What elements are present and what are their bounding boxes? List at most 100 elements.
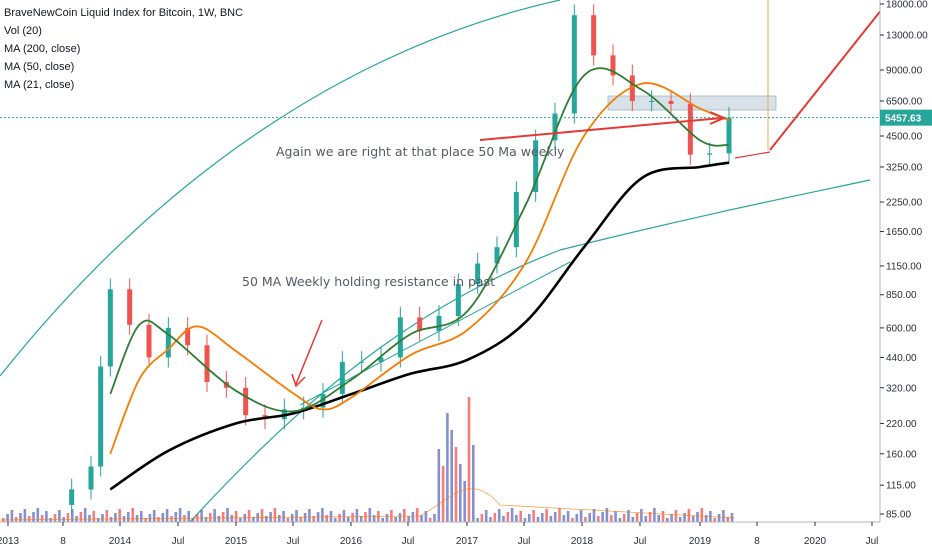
- upper-arc-drawing[interactable]: [0, 0, 561, 377]
- volume-bar[interactable]: [584, 517, 587, 522]
- volume-bar[interactable]: [368, 508, 372, 522]
- volume-bar[interactable]: [640, 509, 643, 522]
- volume-bar[interactable]: [265, 516, 268, 522]
- volume-bar[interactable]: [96, 518, 100, 522]
- volume-bar[interactable]: [484, 510, 488, 522]
- volume-bar[interactable]: [644, 516, 648, 522]
- volume-bar[interactable]: [127, 512, 130, 522]
- volume-bar[interactable]: [364, 512, 367, 522]
- volume-bar[interactable]: [118, 509, 121, 522]
- candle-body[interactable]: [475, 263, 481, 285]
- volume-bar[interactable]: [273, 508, 277, 522]
- volume-bar[interactable]: [666, 518, 669, 522]
- ma21-line[interactable]: [109, 67, 730, 413]
- volume-bar[interactable]: [463, 481, 466, 522]
- candle-body[interactable]: [591, 15, 597, 56]
- volume-bar[interactable]: [459, 464, 462, 522]
- candle-body[interactable]: [726, 117, 732, 154]
- legend-item-volume[interactable]: Vol (20): [4, 25, 42, 37]
- volume-bar[interactable]: [575, 514, 579, 522]
- volume-bar[interactable]: [588, 513, 591, 522]
- volume-bar[interactable]: [597, 516, 600, 522]
- legend-item-ma50[interactable]: MA (50, close): [4, 61, 75, 73]
- volume-bar[interactable]: [278, 515, 281, 522]
- volume-bar[interactable]: [204, 517, 208, 522]
- volume-bar[interactable]: [415, 508, 419, 522]
- volume-bar[interactable]: [441, 466, 445, 522]
- candle-body[interactable]: [571, 15, 577, 114]
- volume-bar[interactable]: [221, 512, 225, 522]
- volume-bar[interactable]: [239, 518, 242, 522]
- volume-bar[interactable]: [510, 508, 514, 522]
- candle-body[interactable]: [359, 361, 365, 363]
- volume-bar[interactable]: [661, 511, 665, 522]
- volume-bar[interactable]: [226, 508, 229, 522]
- volume-bar[interactable]: [217, 516, 221, 522]
- volume-bar[interactable]: [476, 518, 479, 522]
- volume-bar[interactable]: [247, 510, 251, 522]
- volume-bar[interactable]: [269, 512, 272, 522]
- volume-bar[interactable]: [562, 515, 566, 522]
- candle-body[interactable]: [243, 387, 249, 416]
- volume-bar[interactable]: [321, 508, 324, 522]
- volume-bar[interactable]: [502, 516, 505, 522]
- volume-bar[interactable]: [49, 518, 52, 522]
- volume-bar[interactable]: [726, 517, 729, 522]
- volume-bar[interactable]: [648, 512, 652, 522]
- volume-bar[interactable]: [528, 514, 531, 522]
- volume-bar[interactable]: [6, 514, 9, 522]
- volume-bar[interactable]: [717, 514, 721, 522]
- volume-bar[interactable]: [140, 511, 143, 522]
- candle-body[interactable]: [146, 324, 152, 358]
- volume-bar[interactable]: [394, 517, 397, 522]
- volume-bar[interactable]: [553, 512, 557, 522]
- candle-body[interactable]: [204, 345, 210, 382]
- volume-bar[interactable]: [260, 509, 264, 522]
- volume-bar[interactable]: [627, 510, 630, 522]
- volume-bar[interactable]: [372, 515, 376, 522]
- volume-bar[interactable]: [32, 512, 35, 522]
- volume-bar[interactable]: [683, 513, 686, 522]
- volume-bar[interactable]: [601, 512, 604, 522]
- candle-body[interactable]: [107, 289, 113, 367]
- volume-bar[interactable]: [170, 516, 173, 522]
- volume-bar[interactable]: [622, 514, 626, 522]
- volume-bar[interactable]: [571, 518, 574, 522]
- lower-arc-drawing[interactable]: [189, 179, 871, 523]
- candle-body[interactable]: [165, 327, 171, 358]
- volume-bar[interactable]: [700, 508, 704, 522]
- volume-bar[interactable]: [83, 508, 87, 522]
- volume-bar[interactable]: [610, 515, 613, 522]
- volume-bar[interactable]: [252, 517, 255, 522]
- volume-bar[interactable]: [653, 508, 656, 522]
- volume-bar[interactable]: [27, 516, 31, 522]
- volume-bar[interactable]: [385, 514, 389, 522]
- volume-bar[interactable]: [342, 510, 346, 522]
- volume-bar[interactable]: [308, 509, 311, 522]
- candle-body[interactable]: [513, 191, 519, 248]
- volume-bar[interactable]: [286, 518, 290, 522]
- candle-body[interactable]: [88, 466, 94, 490]
- candle-body[interactable]: [98, 366, 104, 467]
- volume-bar[interactable]: [467, 397, 471, 522]
- candle-body[interactable]: [455, 284, 461, 316]
- volume-bar[interactable]: [545, 509, 548, 522]
- volume-bar[interactable]: [334, 518, 337, 522]
- volume-bar[interactable]: [614, 511, 617, 522]
- resistance-arrow-head[interactable]: [709, 111, 727, 125]
- volume-bar[interactable]: [428, 518, 432, 522]
- volume-bar[interactable]: [355, 509, 359, 522]
- candle-body[interactable]: [552, 113, 558, 141]
- candle-body[interactable]: [494, 247, 500, 264]
- volume-bar[interactable]: [674, 510, 678, 522]
- volume-bar[interactable]: [71, 509, 74, 522]
- volume-bar[interactable]: [325, 515, 328, 522]
- candle-body[interactable]: [69, 489, 75, 505]
- volume-bar[interactable]: [657, 515, 660, 522]
- resistance-arrow-line[interactable]: [479, 117, 723, 141]
- volume-bar[interactable]: [213, 509, 216, 522]
- ma200-line[interactable]: [109, 161, 730, 491]
- volume-bar[interactable]: [157, 517, 160, 522]
